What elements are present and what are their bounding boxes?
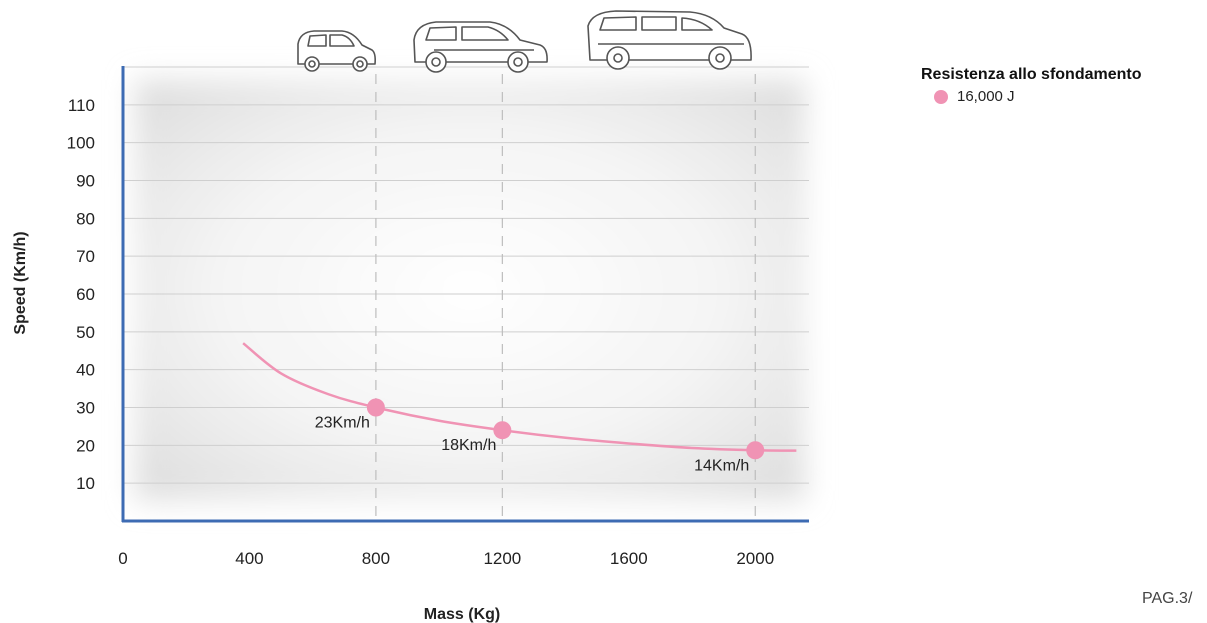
x-axis-title: Mass (Kg) (424, 606, 500, 623)
y-tick-labels: 10 20 30 40 50 60 70 80 90 100 110 (67, 96, 95, 493)
data-point (493, 421, 512, 440)
y-tick-label: 50 (76, 323, 95, 342)
legend: Resistenza allo sfondamento 16,000 J (921, 66, 1142, 105)
legend-item-16000j: 16,000 J (921, 88, 1142, 105)
x-tick-label: 2000 (736, 549, 774, 568)
y-tick-label: 60 (76, 285, 95, 304)
data-label: 23Km/h (315, 415, 370, 432)
legend-swatch (934, 89, 948, 104)
hatchback-car-icon (413, 21, 548, 73)
x-tick-labels: 0 400 800 1200 1600 2000 (118, 549, 774, 568)
x-tick-label: 1600 (610, 549, 648, 568)
suv-car-icon (587, 10, 752, 70)
data-point (366, 398, 385, 417)
data-label: 18Km/h (441, 437, 496, 454)
page-number: PAG.3/ (1142, 590, 1193, 607)
axes (121, 66, 809, 523)
small-car-icon (297, 30, 376, 72)
data-point (746, 441, 765, 460)
mass-guides (375, 74, 756, 521)
y-tick-label: 70 (76, 247, 95, 266)
y-axis-title: Speed (Km/h) (12, 231, 29, 334)
y-tick-label: 30 (76, 399, 95, 418)
y-tick-label: 100 (67, 134, 95, 153)
plot-background (135, 80, 805, 500)
y-tick-label: 20 (76, 436, 95, 455)
series-16000j: 23Km/h 18Km/h 14Km/h (242, 342, 797, 474)
y-tick-label: 40 (76, 361, 95, 380)
y-tick-label: 110 (68, 96, 95, 115)
grid-lines (123, 66, 809, 484)
x-tick-label: 1200 (483, 549, 521, 568)
x-tick-label: 400 (235, 549, 263, 568)
x-tick-label: 0 (118, 549, 127, 568)
legend-item-label: 16,000 J (957, 88, 1015, 105)
legend-title: Resistenza allo sfondamento (921, 66, 1142, 83)
y-tick-label: 90 (76, 172, 95, 191)
y-tick-label: 80 (76, 209, 95, 228)
data-label: 14Km/h (694, 457, 749, 474)
x-tick-label: 800 (362, 549, 390, 568)
y-tick-label: 10 (76, 474, 95, 493)
